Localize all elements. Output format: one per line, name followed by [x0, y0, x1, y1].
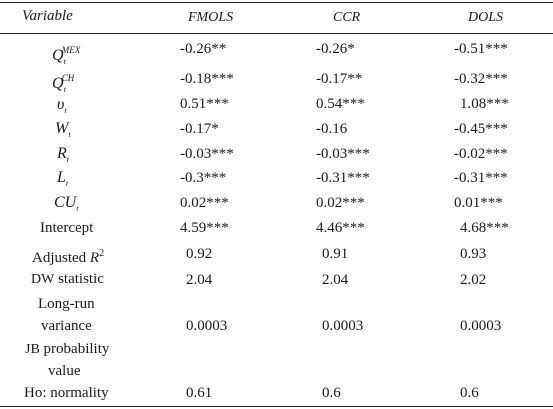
cell-r-fmols: -0.03***	[180, 146, 234, 162]
var-w: Wt	[55, 120, 71, 139]
cell-ho-dols: 0.6	[460, 385, 479, 401]
cell-l-fmols: -0.3***	[180, 170, 227, 186]
cell-upsilon-fmols: 0.51***	[180, 96, 229, 112]
var-long-run-line1: Long-run	[38, 296, 95, 312]
var-upsilon: υt	[57, 96, 67, 115]
header-dols: DOLS	[468, 10, 504, 25]
cell-lrv-ccr: 0.0003	[322, 318, 364, 334]
cell-r-ccr: -0.03***	[316, 146, 370, 162]
cell-intercept-dols: 4.68***	[460, 220, 509, 236]
cell-dw-ccr: 2.04	[322, 272, 349, 288]
var-long-run-line2: variance	[41, 318, 92, 334]
cell-l-ccr: -0.31***	[316, 170, 370, 186]
cell-dw-dols: 2.02	[460, 272, 487, 288]
cell-q-mex-ccr: -0.26*	[316, 41, 355, 57]
cell-w-ccr: -0.16	[316, 121, 348, 137]
cell-cu-fmols: 0.02***	[180, 195, 229, 211]
cell-q-ch-fmols: -0.18***	[180, 71, 234, 87]
cell-adjr2-ccr: 0.91	[322, 246, 349, 262]
cell-q-mex-dols: -0.51***	[454, 41, 508, 57]
cell-cu-dols: 0.01***	[454, 195, 503, 211]
header-fmols: FMOLS	[188, 10, 234, 25]
header-ccr: CCR	[333, 10, 361, 25]
cell-intercept-fmols: 4.59***	[180, 220, 229, 236]
cell-lrv-fmols: 0.0003	[186, 318, 228, 334]
cell-q-ch-ccr: -0.17**	[316, 71, 363, 87]
var-ho-normality: Ho: normality	[24, 385, 109, 401]
var-adjusted-r2: Adjusted R2	[32, 248, 105, 266]
var-intercept: Intercept	[40, 220, 94, 236]
cell-r-dols: -0.02***	[454, 146, 508, 162]
cell-adjr2-dols: 0.93	[460, 246, 487, 262]
cell-l-dols: -0.31***	[454, 170, 508, 186]
cell-lrv-dols: 0.0003	[460, 318, 502, 334]
var-jb-probability-line1: JB probability	[25, 341, 110, 357]
cell-cu-ccr: 0.02***	[316, 195, 365, 211]
var-l: Lt	[57, 169, 69, 188]
cell-q-ch-dols: -0.32***	[454, 71, 508, 87]
cell-dw-fmols: 2.04	[186, 272, 213, 288]
bottom-rule	[0, 406, 553, 407]
cell-q-mex-fmols: -0.26**	[180, 41, 227, 57]
cell-ho-fmols: 0.61	[186, 385, 213, 401]
cell-intercept-ccr: 4.46***	[316, 220, 365, 236]
var-jb-probability-line2: value	[48, 363, 81, 379]
var-cu: CUt	[54, 194, 79, 213]
cell-adjr2-fmols: 0.92	[186, 246, 213, 262]
var-dw-statistic: DW statistic	[31, 271, 104, 287]
top-rule	[0, 2, 553, 3]
cell-ho-ccr: 0.6	[322, 385, 341, 401]
cell-w-fmols: -0.17*	[180, 121, 219, 137]
cell-upsilon-ccr: 0.54***	[316, 96, 365, 112]
header-variable: Variable	[22, 8, 73, 24]
var-q-mex: QtMEX	[52, 45, 81, 66]
cell-w-dols: -0.45***	[454, 121, 508, 137]
cell-upsilon-dols: 1.08***	[460, 96, 509, 112]
header-rule	[0, 33, 553, 34]
var-r: Rt	[57, 145, 70, 164]
var-q-ch: QtCH	[52, 73, 75, 94]
